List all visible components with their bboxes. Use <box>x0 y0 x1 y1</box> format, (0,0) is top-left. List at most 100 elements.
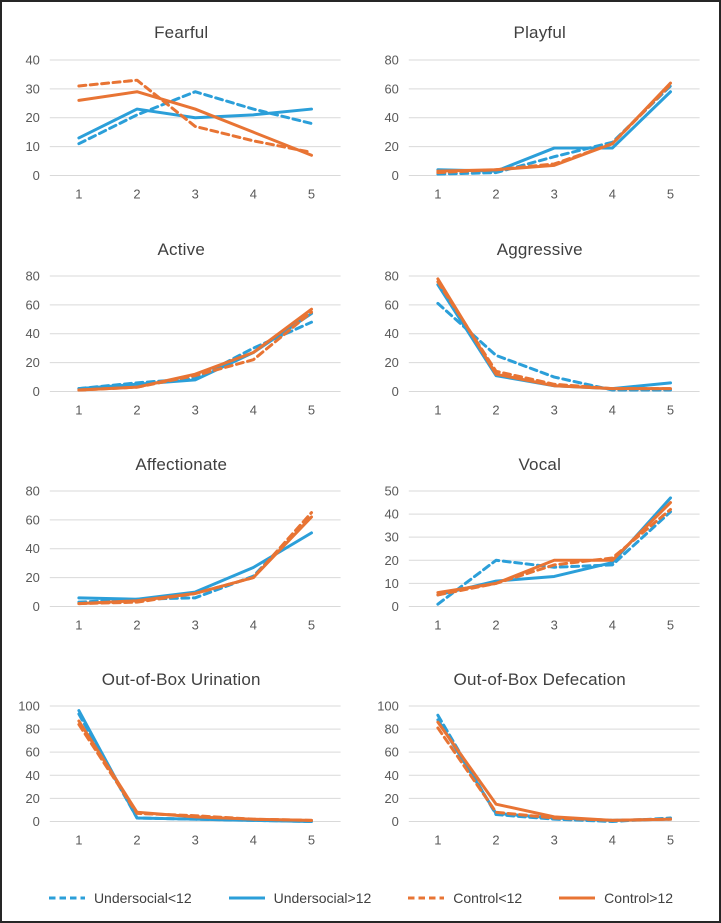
svg-text:5: 5 <box>666 402 673 417</box>
chart-title: Active <box>157 240 205 259</box>
chart-plot: 0 20 40 60 80 1 2 3 4 5 <box>384 270 700 417</box>
svg-text:20: 20 <box>384 355 398 370</box>
svg-text:30: 30 <box>384 530 398 545</box>
svg-text:5: 5 <box>666 617 673 632</box>
svg-text:0: 0 <box>391 384 398 399</box>
legend-item-control-gt12: Control>12 <box>558 890 673 906</box>
svg-text:20: 20 <box>384 139 398 154</box>
svg-text:0: 0 <box>391 814 398 829</box>
svg-text:2: 2 <box>492 402 499 417</box>
svg-text:1: 1 <box>434 617 441 632</box>
svg-text:80: 80 <box>384 270 398 283</box>
svg-text:0: 0 <box>33 599 40 614</box>
svg-text:10: 10 <box>384 576 398 591</box>
svg-text:20: 20 <box>384 791 398 806</box>
chart-title: Playful <box>513 23 566 42</box>
chart-plot: 0 20 40 60 80 100 1 2 3 4 5 <box>18 700 341 847</box>
legend-dashed-line-icon <box>48 896 85 900</box>
svg-text:1: 1 <box>434 186 441 201</box>
svg-text:0: 0 <box>391 599 398 614</box>
svg-text:3: 3 <box>550 186 557 201</box>
svg-text:40: 40 <box>25 541 39 556</box>
svg-text:20: 20 <box>25 570 39 585</box>
svg-text:40: 40 <box>384 507 398 522</box>
svg-text:5: 5 <box>308 402 315 417</box>
svg-text:5: 5 <box>666 832 673 847</box>
svg-text:1: 1 <box>75 402 82 417</box>
svg-text:3: 3 <box>192 402 199 417</box>
svg-text:60: 60 <box>384 297 398 312</box>
svg-text:40: 40 <box>25 326 39 341</box>
chart-plot: 0 20 40 60 80 1 2 3 4 5 <box>384 54 700 201</box>
chart-plot: 0 10 20 30 40 1 2 3 4 5 <box>25 54 341 201</box>
svg-text:2: 2 <box>492 186 499 201</box>
svg-text:4: 4 <box>250 617 257 632</box>
chart-vocal: Vocal 0 10 20 30 40 50 1 2 3 4 5 <box>361 445 720 660</box>
svg-text:1: 1 <box>75 186 82 201</box>
svg-text:40: 40 <box>25 54 39 67</box>
legend-solid-line-icon <box>559 896 596 900</box>
chart-plot: 0 20 40 60 80 1 2 3 4 5 <box>25 485 341 632</box>
chart-title: Affectionate <box>135 455 228 474</box>
svg-text:50: 50 <box>384 485 398 498</box>
svg-text:4: 4 <box>608 402 615 417</box>
svg-text:60: 60 <box>384 81 398 96</box>
chart-playful: Playful 0 20 40 60 80 1 2 3 4 5 <box>361 2 720 230</box>
svg-text:5: 5 <box>308 832 315 847</box>
svg-text:2: 2 <box>492 832 499 847</box>
svg-text:4: 4 <box>608 832 615 847</box>
legend-label: Control>12 <box>604 890 674 906</box>
svg-text:4: 4 <box>608 617 615 632</box>
chart-fearful: Fearful 0 10 20 30 40 1 2 3 4 5 <box>2 2 361 230</box>
svg-text:2: 2 <box>133 832 140 847</box>
chart-plot: 0 10 20 30 40 50 1 2 3 4 5 <box>384 485 700 632</box>
chart-title: Fearful <box>154 23 209 42</box>
svg-text:80: 80 <box>384 722 398 737</box>
legend-item-undersocial-gt12: Undersocial>12 <box>228 890 372 906</box>
svg-text:1: 1 <box>434 402 441 417</box>
svg-text:60: 60 <box>25 745 39 760</box>
svg-text:60: 60 <box>25 297 39 312</box>
svg-text:3: 3 <box>550 617 557 632</box>
svg-text:1: 1 <box>75 617 82 632</box>
svg-text:0: 0 <box>33 168 40 183</box>
svg-text:4: 4 <box>608 186 615 201</box>
legend-item-undersocial-lt12: Undersocial<12 <box>48 890 192 906</box>
svg-text:0: 0 <box>33 814 40 829</box>
svg-text:5: 5 <box>308 186 315 201</box>
svg-text:2: 2 <box>133 617 140 632</box>
chart-title: Vocal <box>518 455 562 474</box>
svg-text:20: 20 <box>384 553 398 568</box>
chart-title: Out-of-Box Defecation <box>453 670 626 689</box>
legend-solid-line-icon <box>228 896 265 900</box>
legend-dashed-line-icon <box>408 896 445 900</box>
svg-text:3: 3 <box>192 832 199 847</box>
svg-text:40: 40 <box>384 110 398 125</box>
svg-text:20: 20 <box>25 791 39 806</box>
legend-label: Undersocial>12 <box>273 890 372 906</box>
svg-text:1: 1 <box>434 832 441 847</box>
chart-out-of-box-defecation: Out-of-Box Defecation 0 20 40 60 80 100 1 2 3 4 5 <box>361 660 720 875</box>
chart-out-of-box-urination: Out-of-Box Urination 0 20 40 60 80 100 1 2 3 4 5 <box>2 660 361 875</box>
svg-text:0: 0 <box>33 384 40 399</box>
svg-text:30: 30 <box>25 81 39 96</box>
chart-active: Active 0 20 40 60 80 1 2 3 4 5 <box>2 230 361 445</box>
svg-text:100: 100 <box>18 700 40 713</box>
svg-text:0: 0 <box>391 168 398 183</box>
legend: Undersocial<12 Undersocial>12 Control<12… <box>2 875 719 921</box>
legend-label: Undersocial<12 <box>93 890 192 906</box>
chart-plot: 0 20 40 60 80 100 1 2 3 4 5 <box>377 700 700 847</box>
svg-text:2: 2 <box>492 617 499 632</box>
svg-text:4: 4 <box>250 402 257 417</box>
svg-text:60: 60 <box>25 512 39 527</box>
svg-text:40: 40 <box>25 768 39 783</box>
svg-text:10: 10 <box>25 139 39 154</box>
svg-text:20: 20 <box>25 110 39 125</box>
svg-text:1: 1 <box>75 832 82 847</box>
svg-text:4: 4 <box>250 832 257 847</box>
chart-aggressive: Aggressive 0 20 40 60 80 1 2 3 4 5 <box>361 230 720 445</box>
svg-text:80: 80 <box>384 54 398 67</box>
svg-text:2: 2 <box>133 402 140 417</box>
svg-text:3: 3 <box>192 186 199 201</box>
